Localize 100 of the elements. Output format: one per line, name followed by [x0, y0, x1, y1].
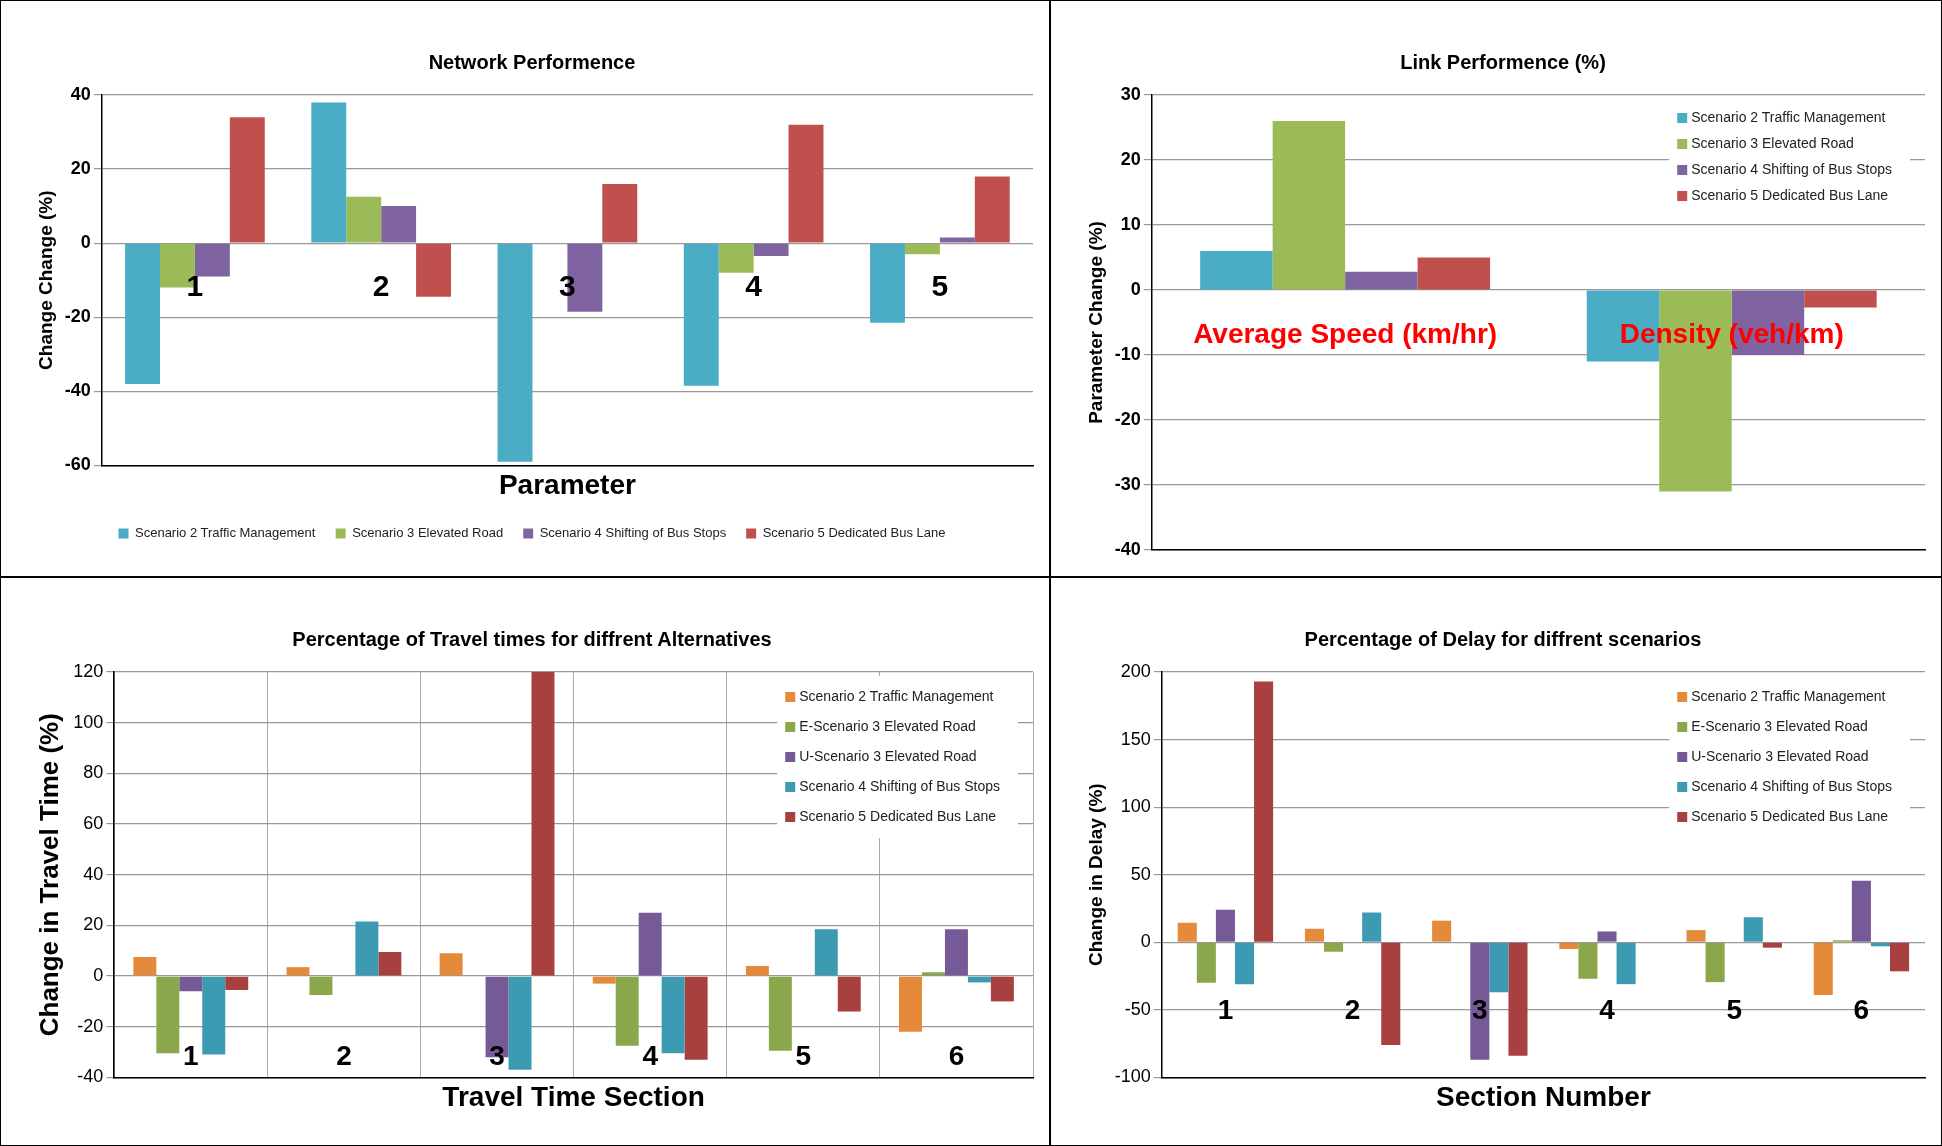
bar — [355, 921, 379, 976]
legend-label: Scenario 2 Traffic Management — [799, 687, 994, 704]
y-tick-label: 50 — [1130, 863, 1151, 884]
bar — [1345, 271, 1418, 290]
y-tick-label: 0 — [1130, 278, 1141, 299]
y-tick-label: -10 — [1114, 343, 1141, 364]
y-tick-label: 0 — [80, 232, 91, 253]
y-tick-label: -20 — [1114, 408, 1141, 429]
x-tick-label: 4 — [745, 268, 763, 302]
x-tick-label: 1 — [186, 268, 204, 302]
legend-label: Scenario 4 Shifting of Bus Stops — [1691, 777, 1893, 794]
bar — [602, 183, 638, 243]
y-tick-label: 0 — [93, 965, 104, 986]
x-tick-label: Average Speed (km/hr) — [1193, 318, 1498, 350]
y-tick-label: 100 — [73, 711, 104, 732]
bar — [1851, 880, 1871, 942]
bar — [346, 196, 382, 243]
y-tick-label: 20 — [1120, 148, 1141, 169]
bar — [683, 243, 719, 386]
x-tick-label: 5 — [795, 1039, 812, 1071]
bar — [684, 976, 708, 1060]
chart-title: Network Performence — [428, 50, 636, 73]
bar — [1686, 930, 1706, 942]
legend-label: Scenario 5 Dedicated Bus Lane — [1691, 186, 1889, 203]
bar — [531, 672, 555, 976]
y-tick-label: -50 — [1124, 998, 1151, 1019]
chart-title: Percentage of Travel times for diffrent Alternatives — [292, 627, 772, 650]
bar — [1489, 942, 1509, 993]
bar — [1813, 942, 1833, 995]
bar — [1762, 942, 1782, 948]
y-tick-label: 0 — [1140, 931, 1151, 952]
chart-title: Link Performence (%) — [1400, 50, 1606, 73]
bar — [225, 976, 249, 990]
x-axis-title: Travel Time Section — [442, 1080, 705, 1112]
bar — [904, 243, 940, 255]
bar — [814, 929, 838, 976]
bar — [378, 951, 402, 976]
y-tick-label: 40 — [70, 83, 91, 104]
legend-label: Scenario 2 Traffic Management — [1691, 108, 1886, 125]
x-tick-label: 3 — [559, 268, 576, 302]
y-tick-label: 150 — [1120, 728, 1151, 749]
x-tick-label: 5 — [931, 268, 949, 302]
legend-label: E-Scenario 3 Elevated Road — [799, 717, 976, 734]
legend-label: Scenario 3 Elevated Road — [1691, 134, 1854, 151]
y-tick-label: -40 — [64, 380, 91, 401]
y-tick-label: 40 — [83, 863, 104, 884]
legend-label: Scenario 3 Elevated Road — [352, 525, 504, 541]
x-tick-label: 3 — [1472, 993, 1488, 1025]
bar — [661, 976, 685, 1054]
x-tick-label: 1 — [183, 1039, 199, 1071]
bar — [194, 243, 230, 277]
y-axis-title: Parameter Change (%) — [1084, 221, 1106, 424]
bar — [508, 976, 532, 1070]
y-axis-title: Change Change (%) — [34, 190, 56, 370]
bar — [753, 243, 789, 257]
y-tick-label: -60 — [64, 454, 91, 475]
y-tick-label: 80 — [83, 762, 104, 783]
x-tick-label: 2 — [336, 1039, 352, 1071]
bar — [179, 976, 203, 992]
bar — [439, 953, 463, 976]
bar — [1272, 121, 1346, 290]
legend-label: E-Scenario 3 Elevated Road — [1691, 717, 1868, 734]
bar — [788, 124, 824, 243]
bar — [202, 976, 226, 1055]
y-axis-title: Change in Travel Time (%) — [33, 713, 64, 1037]
y-tick-label: -40 — [1114, 538, 1141, 559]
bar — [1616, 942, 1636, 985]
y-tick-label: 60 — [83, 812, 104, 833]
x-tick-label: 2 — [372, 268, 390, 302]
bar — [837, 976, 861, 1012]
x-tick-label: 6 — [1853, 993, 1870, 1025]
x-axis-title: Parameter — [498, 468, 636, 500]
bar — [615, 976, 639, 1046]
y-tick-label: -30 — [1114, 473, 1141, 494]
bar — [1200, 251, 1273, 290]
y-tick-label: 30 — [1120, 83, 1141, 104]
y-axis-title: Change in Delay (%) — [1084, 783, 1106, 967]
y-tick-label: 20 — [70, 158, 91, 179]
bar — [921, 972, 945, 976]
bar — [1470, 942, 1490, 1060]
bar — [1432, 920, 1452, 942]
bar — [1304, 928, 1324, 942]
y-tick-label: -20 — [77, 1015, 104, 1036]
legend-label: U-Scenario 3 Elevated Road — [799, 747, 977, 764]
x-tick-label: 2 — [1344, 993, 1361, 1025]
y-tick-label: -100 — [1114, 1066, 1151, 1087]
legend-label: Scenario 4 Shifting of Bus Stops — [539, 525, 727, 541]
bar — [718, 243, 754, 273]
bar — [1705, 942, 1725, 983]
bar — [416, 243, 452, 297]
y-tick-label: 20 — [83, 914, 104, 935]
bar — [990, 976, 1014, 1002]
y-tick-label: -40 — [77, 1066, 104, 1087]
bar — [1381, 942, 1401, 1045]
bar — [1215, 909, 1235, 942]
bar — [745, 965, 769, 976]
legend-label: Scenario 5 Dedicated Bus Lane — [762, 525, 946, 541]
bar — [870, 243, 905, 323]
bar — [768, 976, 792, 1051]
bar — [899, 976, 922, 1032]
